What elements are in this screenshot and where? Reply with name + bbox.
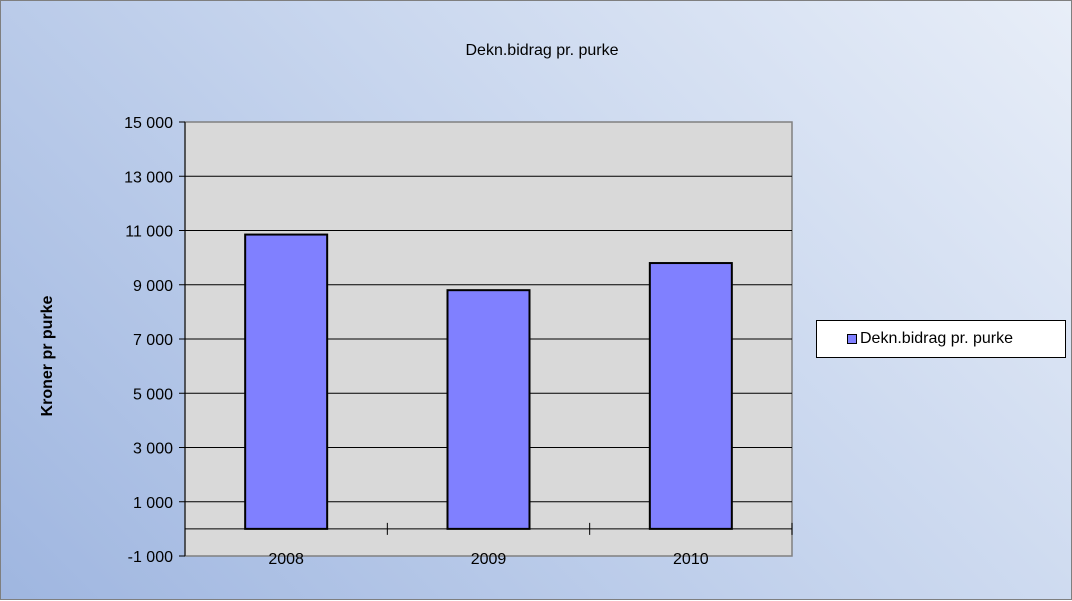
y-tick-label: 11 000 [125,224,173,241]
legend: Dekn.bidrag pr. purke [816,320,1066,358]
y-axis-label: Kroner pr purke [39,295,56,416]
x-tick-label: 2009 [471,551,507,568]
chart-title: Dekn.bidrag pr. purke [466,42,619,59]
y-tick-label: 5 000 [133,386,173,403]
bar-2008 [244,233,329,530]
y-tick-label: -1 000 [128,549,173,566]
y-tick-label: 15 000 [124,115,173,132]
y-tick-label: 7 000 [133,332,173,349]
bar-2009 [446,289,531,530]
y-tick-label: 3 000 [133,441,173,458]
y-tick-label: 1 000 [133,495,173,512]
y-tick-label: 9 000 [133,278,173,295]
y-tick-label: 13 000 [124,169,173,186]
bar-2010 [648,262,733,530]
x-tick-label: 2010 [673,551,709,568]
legend-label: Dekn.bidrag pr. purke [860,330,1013,347]
plot-area: -1 000 1 000 3 000 5 000 7 000 9 000 11 000 13 … [124,115,793,568]
legend-swatch [847,334,857,344]
x-tick-label: 2008 [268,551,304,568]
